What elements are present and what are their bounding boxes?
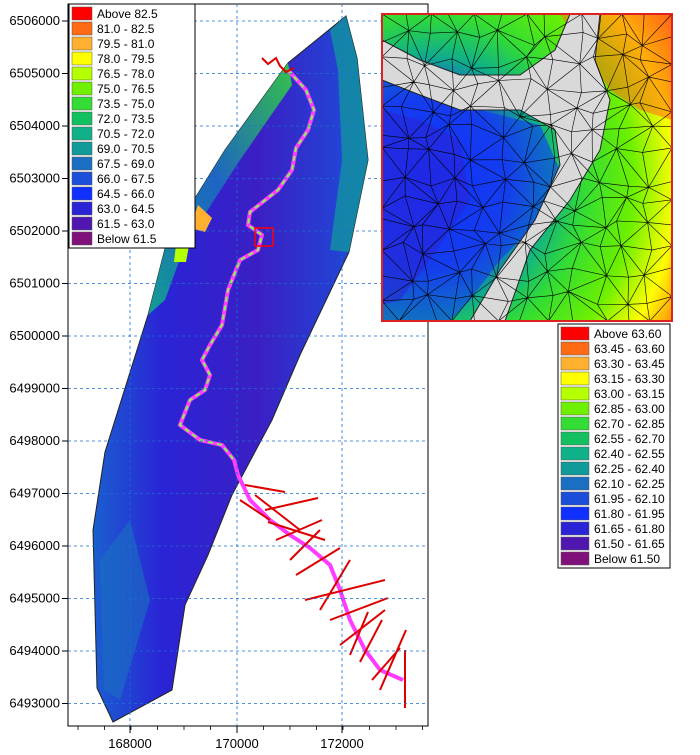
legend-label: 63.15 - 63.30 — [594, 372, 665, 386]
legend-label: Below 61.50 — [594, 552, 660, 566]
y-tick-label: 6505000 — [9, 66, 60, 81]
mesh-triangles — [382, 14, 672, 321]
legend-swatch — [560, 341, 590, 356]
legend-swatch — [560, 431, 590, 446]
x-tick-label: 168000 — [108, 736, 151, 751]
legend-swatch — [71, 111, 93, 126]
legend-swatch — [71, 141, 93, 156]
domain-east-band — [330, 16, 368, 252]
legend-label: 79.5 - 81.0 — [97, 37, 155, 51]
cross-sections — [239, 484, 407, 708]
legend-label: 72.0 - 73.5 — [97, 112, 155, 126]
legend-swatch — [71, 6, 93, 21]
y-tick-label: 6506000 — [9, 13, 60, 28]
legend-label: 61.5 - 63.0 — [97, 217, 155, 231]
legend-swatch — [71, 156, 93, 171]
legend-swatch — [560, 491, 590, 506]
legend-swatch — [560, 326, 590, 341]
legend-label: Above 82.5 — [97, 7, 158, 21]
legend-swatch — [71, 36, 93, 51]
legend-swatch — [71, 66, 93, 81]
legend-swatch — [560, 356, 590, 371]
legend-swatch — [71, 231, 93, 246]
inset-locator-box — [254, 227, 274, 247]
legend-label: 62.70 - 62.85 — [594, 417, 665, 431]
y-tick-label: 6500000 — [9, 328, 60, 343]
x-tick-label: 170000 — [215, 736, 258, 751]
y-tick-label: 6501000 — [9, 276, 60, 291]
legend-swatch — [71, 201, 93, 216]
y-tick-label: 6502000 — [9, 223, 60, 238]
legend-label: 62.55 - 62.70 — [594, 432, 665, 446]
x-tick-label: 172000 — [320, 736, 363, 751]
legend-swatch — [560, 386, 590, 401]
y-tick-label: 6503000 — [9, 171, 60, 186]
legend-swatch — [560, 416, 590, 431]
legend-label: 62.85 - 63.00 — [594, 402, 665, 416]
y-tick-label: 6499000 — [9, 381, 60, 396]
legend-swatch — [71, 21, 93, 36]
x-axis-ticks: 168000 170000 172000 — [77, 726, 423, 751]
main-legend: Above 82.581.0 - 82.579.5 - 81.078.0 - 7… — [68, 3, 196, 249]
legend-label: 64.5 - 66.0 — [97, 187, 155, 201]
y-tick-label: 6504000 — [9, 118, 60, 133]
legend-label: 69.0 - 70.5 — [97, 142, 155, 156]
y-tick-label: 6494000 — [9, 643, 60, 658]
legend-label: 70.5 - 72.0 — [97, 127, 155, 141]
legend-label: Below 61.5 — [97, 232, 157, 246]
legend-label: 61.95 - 62.10 — [594, 492, 665, 506]
legend-label: 63.00 - 63.15 — [594, 387, 665, 401]
legend-label: 62.25 - 62.40 — [594, 462, 665, 476]
legend-label: 78.0 - 79.5 — [97, 52, 155, 66]
legend-swatch — [71, 216, 93, 231]
legend-swatch — [71, 96, 93, 111]
legend-label: 67.5 - 69.0 — [97, 157, 155, 171]
legend-label: 81.0 - 82.5 — [97, 22, 155, 36]
y-tick-label: 6495000 — [9, 591, 60, 606]
legend-label: 73.5 - 75.0 — [97, 97, 155, 111]
legend-label: 66.0 - 67.5 — [97, 172, 155, 186]
inset-mesh — [382, 14, 672, 321]
legend-label: Above 63.60 — [594, 327, 662, 341]
legend-swatch — [560, 371, 590, 386]
legend-swatch — [560, 536, 590, 551]
south-lowland-patch — [100, 520, 150, 700]
legend-swatch — [71, 186, 93, 201]
legend-swatch — [560, 461, 590, 476]
legend-label: 76.5 - 78.0 — [97, 67, 155, 81]
legend-label: 62.10 - 62.25 — [594, 477, 665, 491]
legend-swatch — [560, 446, 590, 461]
upstream-boundary — [261, 56, 295, 74]
legend-label: 63.0 - 64.5 — [97, 202, 155, 216]
inset-frame — [381, 13, 673, 322]
y-tick-label: 6496000 — [9, 538, 60, 553]
legend-swatch — [71, 51, 93, 66]
legend-label: 61.65 - 61.80 — [594, 522, 665, 536]
y-axis-ticks: 6506000 6505000 6504000 6503000 6502000 65010… — [9, 13, 68, 711]
legend-label: 63.30 - 63.45 — [594, 357, 665, 371]
y-tick-label: 6497000 — [9, 486, 60, 501]
legend-swatch — [71, 126, 93, 141]
legend-swatch — [560, 401, 590, 416]
legend-swatch — [560, 476, 590, 491]
legend-label: 61.50 - 61.65 — [594, 537, 665, 551]
legend-label: 62.40 - 62.55 — [594, 447, 665, 461]
legend-swatch — [560, 506, 590, 521]
legend-label: 75.0 - 76.5 — [97, 82, 155, 96]
legend-swatch — [560, 551, 590, 566]
legend-swatch — [560, 521, 590, 536]
legend-label: 63.45 - 63.60 — [594, 342, 665, 356]
river-channel-highlight — [178, 69, 316, 461]
legend-swatch — [71, 81, 93, 96]
legend-label: 61.80 - 61.95 — [594, 507, 665, 521]
y-tick-label: 6493000 — [9, 696, 60, 711]
inset-dark-zone — [382, 110, 470, 305]
y-tick-label: 6498000 — [9, 433, 60, 448]
legend-swatch — [71, 171, 93, 186]
main-map-panel: 6506000 6505000 6504000 6503000 6502000 65010… — [9, 3, 429, 751]
